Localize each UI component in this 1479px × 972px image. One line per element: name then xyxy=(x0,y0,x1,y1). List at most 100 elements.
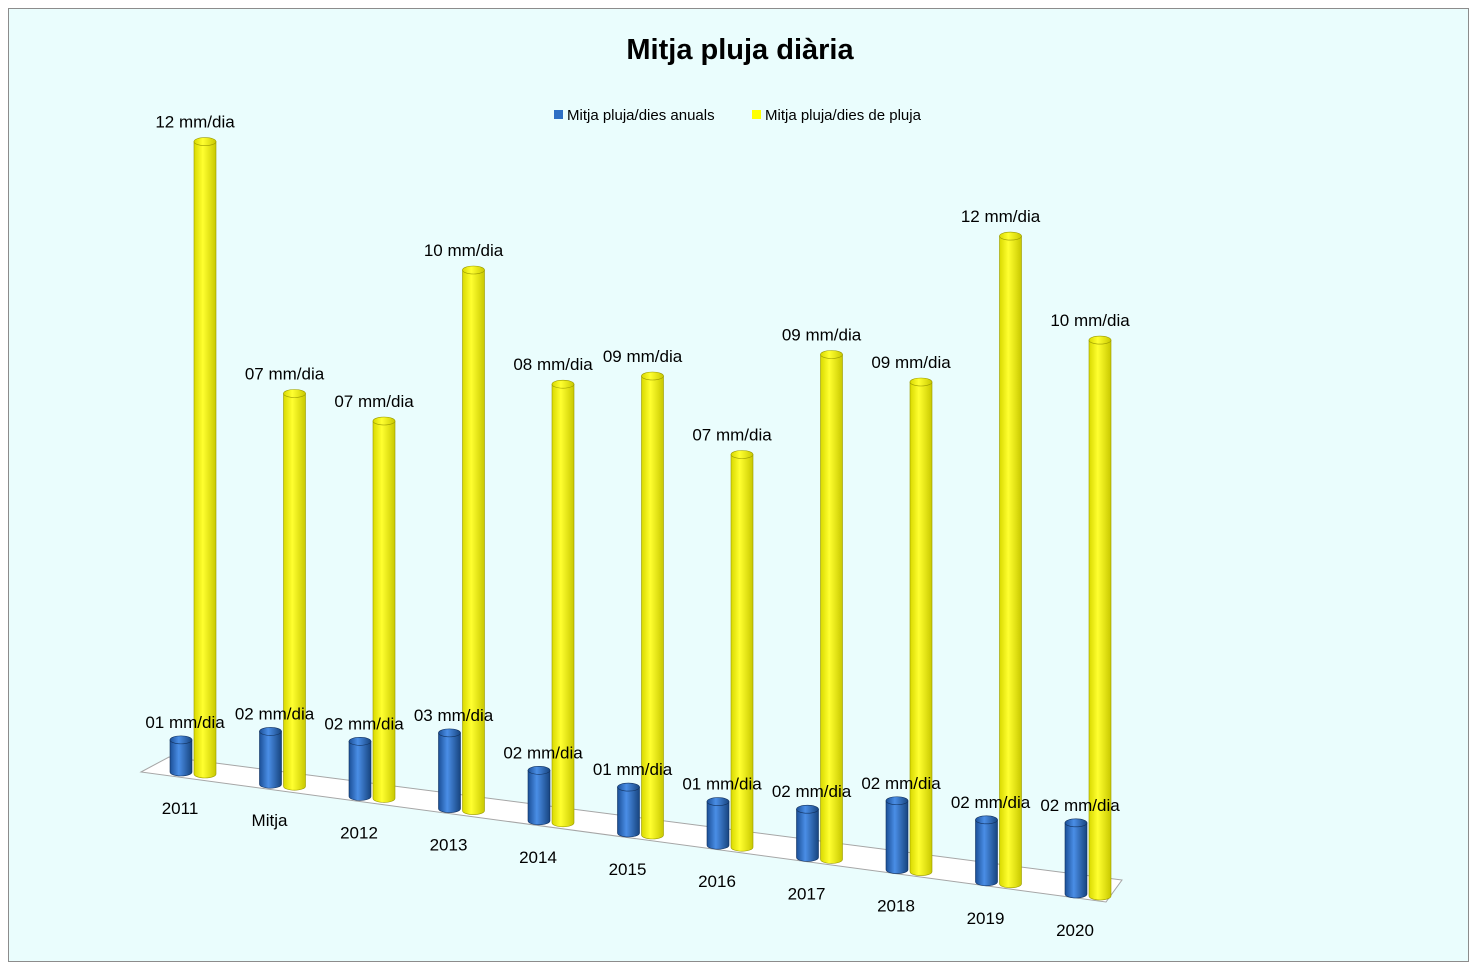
chart-area: Mitja pluja diària Mitja pluja/dies anua… xyxy=(8,8,1469,962)
x-tick-label-10: 2020 xyxy=(1056,921,1094,940)
data-label-anuals-4: 02 mm/dia xyxy=(503,743,583,762)
bar-anuals-2-cap xyxy=(348,737,372,746)
bar-dies-pluja-4-cap xyxy=(551,379,575,389)
legend-swatch-yellow xyxy=(752,110,761,119)
x-tick-label-9: 2019 xyxy=(967,909,1005,928)
bar-anuals-1-body xyxy=(259,731,282,789)
data-label-dies-pluja-8: 09 mm/dia xyxy=(871,353,951,372)
x-tick-label-2: 2012 xyxy=(340,823,378,842)
data-label-dies-pluja-4: 08 mm/dia xyxy=(513,355,593,374)
bar-dies-pluja-3-cap xyxy=(462,265,485,275)
bar-anuals-10-body xyxy=(1064,822,1088,899)
bar-anuals-7 xyxy=(796,804,819,862)
bar-anuals-2 xyxy=(348,737,372,801)
data-label-dies-pluja-6: 07 mm/dia xyxy=(692,426,772,445)
bar-dies-pluja-7-body xyxy=(820,354,843,864)
bar-anuals-4-cap xyxy=(527,766,551,775)
bar-anuals-9-body xyxy=(975,819,998,887)
bar-dies-pluja-8-body xyxy=(909,381,933,876)
bar-anuals-8 xyxy=(885,796,909,874)
bar-anuals-4-body xyxy=(527,770,551,826)
data-label-dies-pluja-9: 12 mm/dia xyxy=(961,207,1041,226)
bar-dies-pluja-3-body xyxy=(462,269,485,815)
labels-group: 01 mm/dia 12 mm/dia 2011 02 mm/dia 07 mm/dia… xyxy=(145,113,1130,940)
bar-anuals-5-body xyxy=(617,786,640,838)
bar-dies-pluja-9-body xyxy=(999,235,1022,889)
bar-dies-pluja-0-cap xyxy=(193,137,217,146)
data-label-anuals-0: 01 mm/dia xyxy=(145,713,225,732)
bar-anuals-8-cap xyxy=(885,796,909,806)
bar-dies-pluja-10-cap xyxy=(1088,335,1112,345)
bar-dies-pluja-5 xyxy=(641,371,664,840)
bar-dies-pluja-9-cap xyxy=(999,231,1022,241)
data-label-dies-pluja-10: 10 mm/dia xyxy=(1050,311,1130,330)
data-label-dies-pluja-3: 10 mm/dia xyxy=(424,241,504,260)
bar-dies-pluja-2-cap xyxy=(372,416,396,426)
bar-anuals-0-body xyxy=(169,739,193,777)
x-tick-label-7: 2017 xyxy=(788,884,826,903)
bar-anuals-2-body xyxy=(348,741,372,801)
bar-dies-pluja-0 xyxy=(193,137,217,779)
bar-anuals-5-cap xyxy=(617,782,640,792)
data-label-anuals-5: 01 mm/dia xyxy=(593,760,673,779)
bar-dies-pluja-9 xyxy=(999,231,1022,889)
bar-anuals-0 xyxy=(169,735,193,777)
bar-anuals-5 xyxy=(617,782,640,838)
bar-anuals-3 xyxy=(438,728,461,813)
bar-dies-pluja-6-body xyxy=(730,454,754,852)
bar-dies-pluja-5-body xyxy=(641,375,664,840)
bar-dies-pluja-5-cap xyxy=(641,371,664,381)
bar-anuals-3-body xyxy=(438,732,461,813)
x-tick-label-8: 2018 xyxy=(877,897,915,916)
legend-label-blue: Mitja pluja/dies anuals xyxy=(567,107,715,124)
data-label-anuals-6: 01 mm/dia xyxy=(682,775,762,794)
data-label-anuals-3: 03 mm/dia xyxy=(414,706,494,725)
chart-title: Mitja pluja diària xyxy=(626,34,854,66)
data-label-dies-pluja-1: 07 mm/dia xyxy=(245,365,325,384)
data-label-anuals-8: 02 mm/dia xyxy=(861,774,941,793)
bar-dies-pluja-1 xyxy=(283,389,306,791)
data-label-dies-pluja-2: 07 mm/dia xyxy=(334,392,414,411)
bar-dies-pluja-6 xyxy=(730,450,754,852)
bar-dies-pluja-7 xyxy=(820,350,843,864)
bar-anuals-7-cap xyxy=(796,804,819,814)
bar-anuals-1 xyxy=(259,727,282,789)
bar-anuals-10 xyxy=(1064,818,1088,899)
chart-svg: Mitja pluja diària Mitja pluja/dies anua… xyxy=(139,34,1130,940)
bar-anuals-4 xyxy=(527,766,551,826)
bar-dies-pluja-3 xyxy=(462,265,485,815)
bar-dies-pluja-10 xyxy=(1088,335,1112,901)
bar-dies-pluja-4-body xyxy=(551,383,575,828)
bar-dies-pluja-10-body xyxy=(1088,339,1112,901)
legend: Mitja pluja/dies anuals Mitja pluja/dies… xyxy=(554,107,922,124)
bar-anuals-6 xyxy=(706,797,730,850)
data-label-dies-pluja-5: 09 mm/dia xyxy=(603,347,683,366)
legend-label-yellow: Mitja pluja/dies de pluja xyxy=(765,107,922,124)
bar-anuals-1-cap xyxy=(259,727,282,736)
x-tick-label-4: 2014 xyxy=(519,848,557,867)
bars-group xyxy=(169,137,1112,901)
bar-dies-pluja-7-cap xyxy=(820,350,843,359)
data-label-anuals-9: 02 mm/dia xyxy=(951,793,1031,812)
bar-dies-pluja-1-body xyxy=(283,393,306,791)
x-tick-label-1: Mitja xyxy=(252,811,288,830)
x-tick-label-0: 2011 xyxy=(162,799,199,818)
bar-dies-pluja-2 xyxy=(372,416,396,803)
bar-dies-pluja-6-cap xyxy=(730,450,754,459)
x-tick-label-6: 2016 xyxy=(698,872,736,891)
bar-dies-pluja-1-cap xyxy=(283,389,306,398)
bar-anuals-8-body xyxy=(885,800,909,874)
bar-anuals-0-cap xyxy=(169,735,193,745)
x-tick-label-3: 2013 xyxy=(430,836,468,855)
bar-anuals-3-cap xyxy=(438,728,461,738)
bar-anuals-10-cap xyxy=(1064,818,1088,828)
data-label-dies-pluja-7: 09 mm/dia xyxy=(782,326,862,345)
bar-anuals-6-cap xyxy=(706,797,730,806)
data-label-anuals-7: 02 mm/dia xyxy=(772,782,852,801)
bar-dies-pluja-8-cap xyxy=(909,377,933,387)
legend-swatch-blue xyxy=(554,110,563,119)
bar-dies-pluja-4 xyxy=(551,379,575,828)
bar-anuals-7-body xyxy=(796,808,819,862)
bar-anuals-6-body xyxy=(706,801,730,850)
bar-dies-pluja-2-body xyxy=(372,420,396,803)
